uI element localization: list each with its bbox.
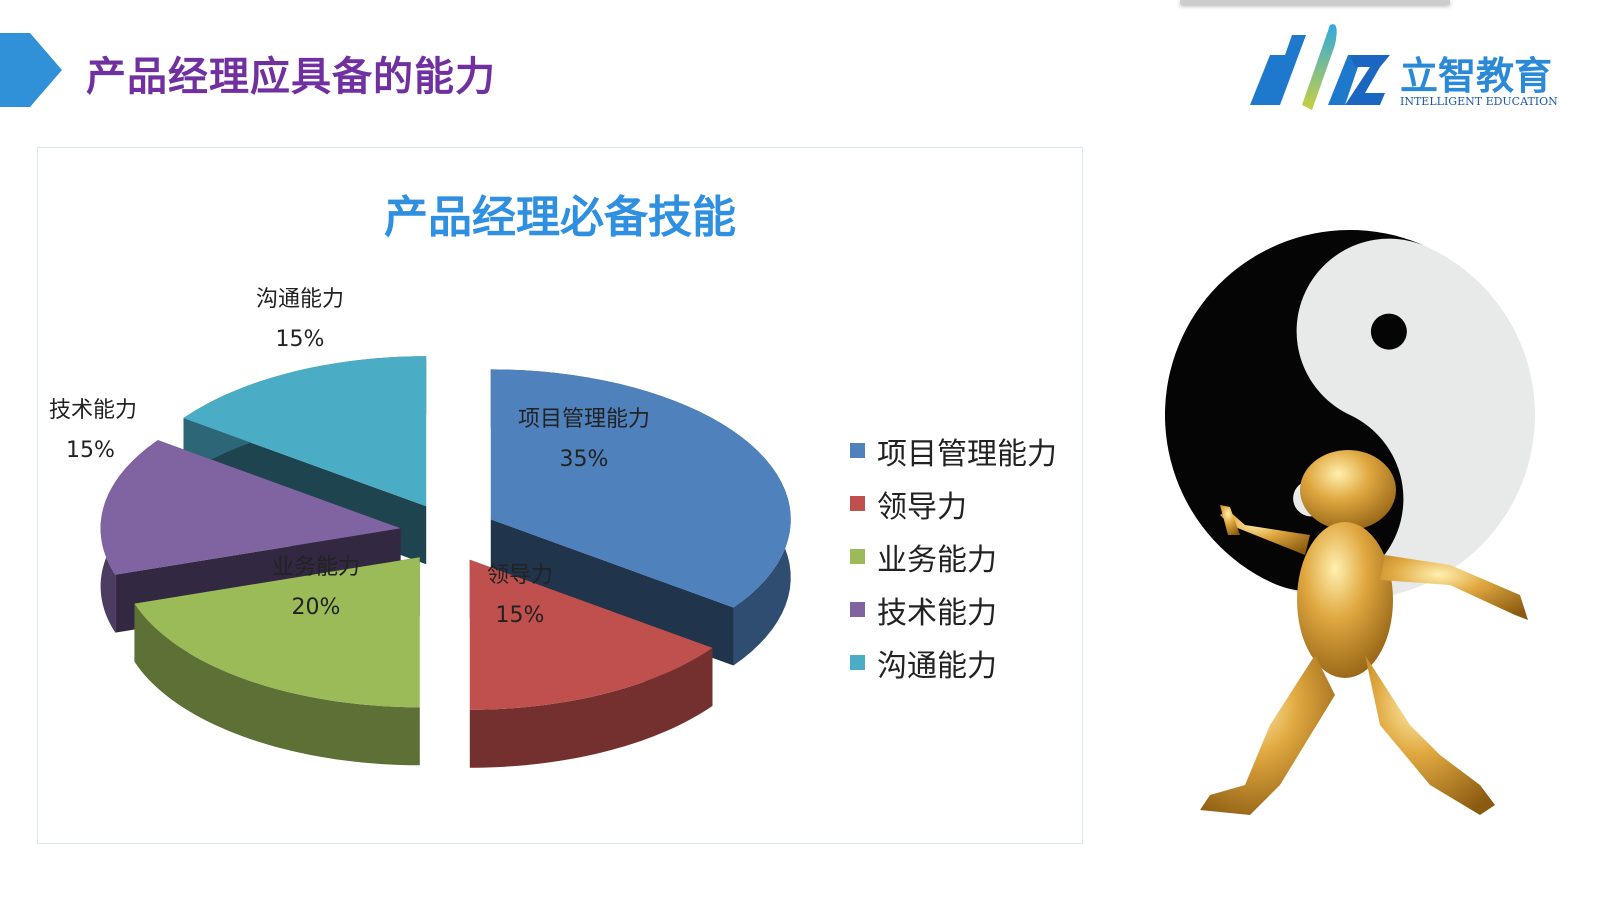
legend-label: 沟通能力 [877,648,997,684]
data-label-name: 技术能力 [48,398,137,423]
legend-label: 领导力 [877,489,967,525]
pie-slice-4 [183,356,427,507]
legend-item: 沟通能力 [850,636,1057,689]
data-label-tech: 技术能力 15% [38,391,148,471]
data-label-value: 15% [66,438,115,463]
pie-slice-wall [490,519,734,666]
data-label-leadership: 领导力 15% [470,556,570,636]
data-label-value: 20% [291,595,341,620]
top-shadow-bar [1180,0,1450,4]
data-label-value: 15% [495,603,545,628]
title-arrow-icon [0,33,62,107]
pie-slice-side [134,603,420,766]
logo-name-cn: 立智教育 [1400,54,1553,98]
data-label-value: 35% [559,447,609,472]
yin-yang-golden-figure-icon [1165,230,1535,815]
legend-item: 业务能力 [850,530,1057,583]
data-label-name: 沟通能力 [255,287,344,312]
page-title: 产品经理应具备的能力 [86,54,496,100]
legend-item: 领导力 [850,477,1057,530]
logo-name-en: INTELLIGENT EDUCATION [1400,95,1558,108]
legend-label: 项目管理能力 [877,436,1057,472]
data-label-value: 15% [275,327,325,352]
legend-label: 业务能力 [877,542,997,578]
pie-slice-2 [134,557,420,708]
legend-label: 技术能力 [877,595,997,631]
data-label-project-management: 项目管理能力 35% [504,400,664,480]
pie-chart [100,356,791,768]
legend-swatch [850,443,865,458]
logo: 立智教育 INTELLIGENT EDUCATION [1240,15,1560,125]
legend-swatch [850,549,865,564]
data-label-name: 业务能力 [271,555,360,580]
legend-swatch [850,655,865,670]
chart-title: 产品经理必备技能 [384,192,736,243]
chart-legend: 项目管理能力 领导力 业务能力 技术能力 沟通能力 [850,424,1057,689]
dlz-logo-icon [1250,24,1390,110]
legend-swatch [850,496,865,511]
pie-slice-side [469,647,713,768]
pie-slice-0 [490,369,791,608]
legend-swatch [850,602,865,617]
data-label-business: 业务能力 20% [256,548,376,628]
data-label-name: 领导力 [486,563,553,588]
pie-slice-1 [469,559,713,710]
data-label-communication: 沟通能力 15% [240,280,360,360]
data-label-name: 项目管理能力 [517,407,650,432]
chart-frame: 产品经理必备技能 项目管理能力 35% 领导力 15% 业务能力 20% 技术能力 15… [37,147,1083,844]
pie-slice-3 [100,440,401,575]
legend-item: 项目管理能力 [850,424,1057,477]
legend-item: 技术能力 [850,583,1057,636]
